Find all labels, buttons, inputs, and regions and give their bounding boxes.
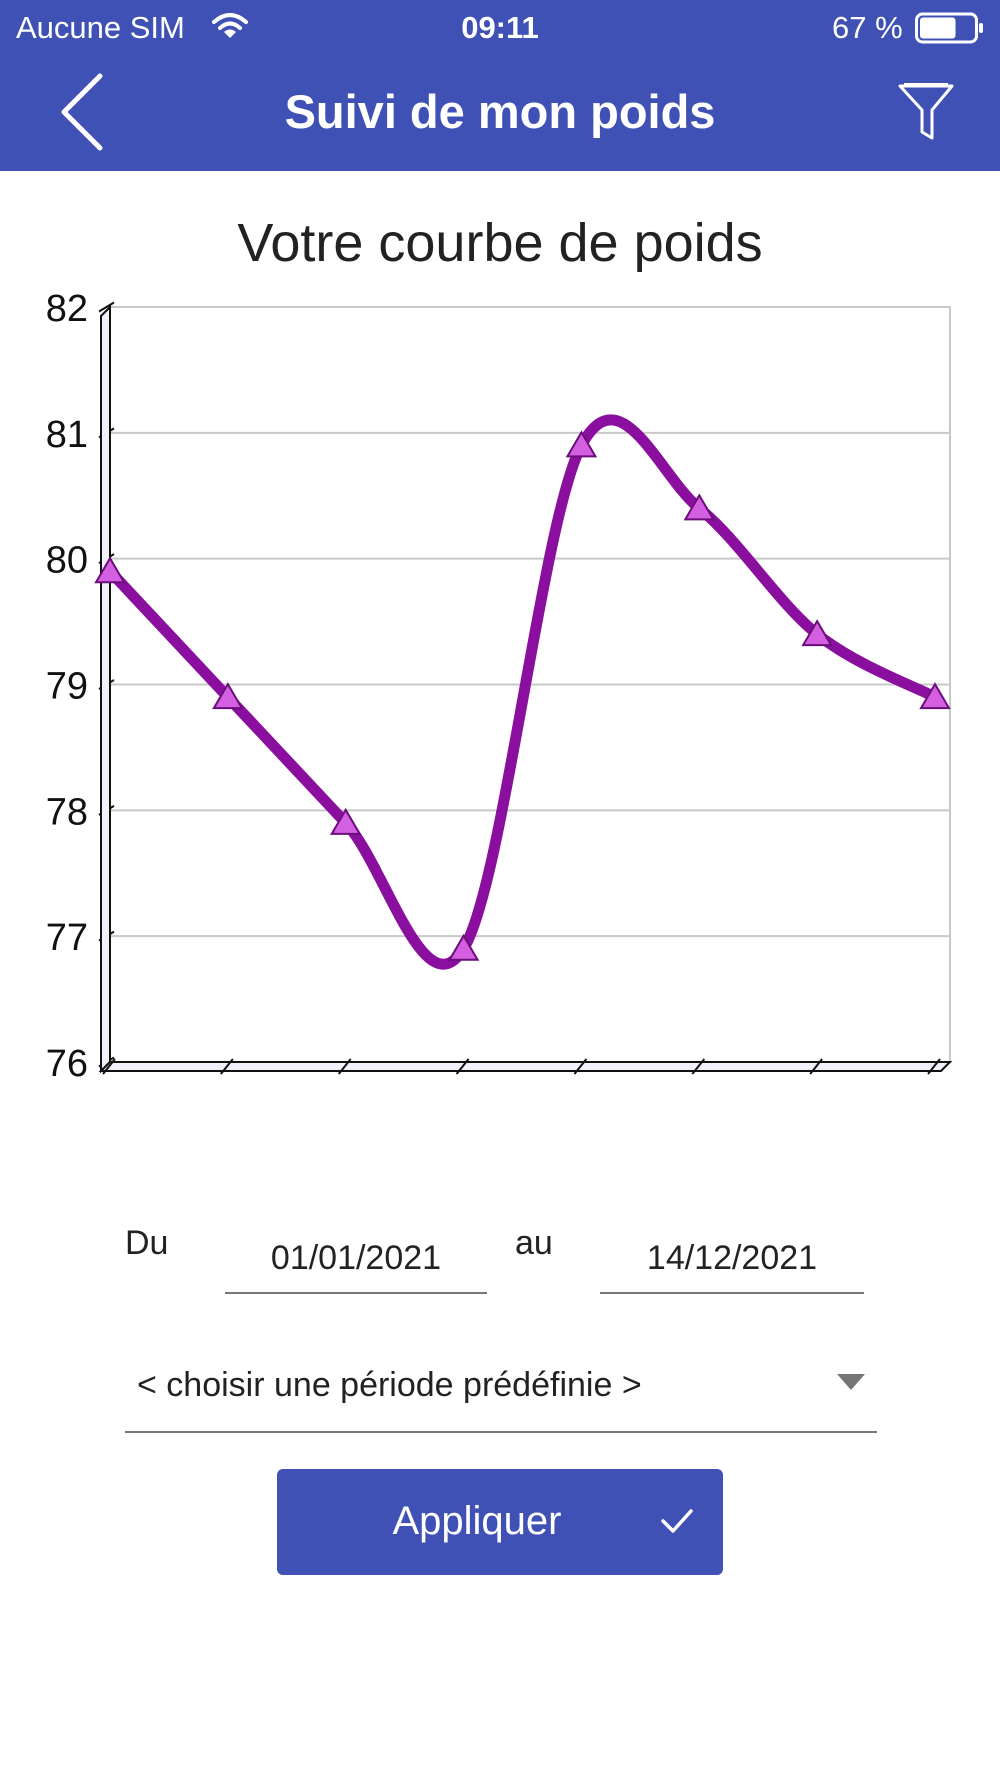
y-axis <box>100 304 111 1074</box>
period-select-label: < choisir une période prédéfinie > <box>137 1366 642 1404</box>
app-header: Aucune SIM 09:11 67 % Suivi de mon poids <box>0 0 1000 171</box>
y-tick-mark <box>98 301 115 313</box>
data-point <box>329 807 362 835</box>
data-point <box>94 556 126 584</box>
y-tick-label: 76 <box>46 1043 88 1085</box>
page-title: Suivi de mon poids <box>284 85 716 138</box>
data-point <box>801 619 833 647</box>
chart-series <box>104 414 941 970</box>
to-date-input[interactable] <box>600 1224 864 1294</box>
chart-markers <box>94 430 951 961</box>
from-label: Du <box>125 1224 169 1262</box>
status-bar: Aucune SIM 09:11 67 % <box>0 0 1000 56</box>
to-label: au <box>515 1224 553 1262</box>
x-tick-mark <box>455 1058 470 1075</box>
data-point <box>683 493 716 521</box>
filter-button[interactable] <box>896 80 956 144</box>
battery-icon <box>915 12 983 44</box>
x-tick-mark <box>220 1058 234 1075</box>
x-tick-mark <box>102 1058 116 1075</box>
x-tick-mark <box>691 1058 706 1075</box>
x-tick-mark <box>573 1058 588 1075</box>
y-tick-label: 81 <box>46 414 88 456</box>
carrier-label: Aucune SIM <box>16 10 185 45</box>
funnel-icon <box>898 84 954 140</box>
y-tick-label: 77 <box>46 917 88 959</box>
status-time: 09:11 <box>461 10 539 45</box>
y-tick-label: 82 <box>46 288 88 330</box>
apply-button[interactable]: Appliquer <box>277 1469 723 1575</box>
data-point <box>565 430 598 458</box>
back-button[interactable] <box>50 70 120 154</box>
series-line <box>104 414 941 970</box>
weight-chart: 76 77 78 79 80 81 82 <box>46 288 953 1085</box>
x-tick-mark <box>809 1058 823 1075</box>
chevron-down-icon <box>837 1374 865 1390</box>
period-select[interactable]: < choisir une période prédéfinie > <box>125 1330 877 1433</box>
chart-ticks: 76 77 78 79 80 81 82 <box>46 288 88 1085</box>
data-point <box>447 933 480 961</box>
x-axis <box>98 1061 953 1072</box>
apply-button-label: Appliquer <box>392 1499 562 1543</box>
x-tick-mark <box>927 1058 941 1075</box>
y-tick-label: 78 <box>46 791 88 833</box>
y-tick-label: 79 <box>46 666 88 708</box>
chart-title: Votre courbe de poids <box>237 213 763 273</box>
chevron-left-icon <box>61 73 103 151</box>
from-date-input[interactable] <box>225 1224 487 1294</box>
y-tick-label: 80 <box>46 540 88 582</box>
data-point <box>212 682 244 710</box>
chart-axes <box>98 301 953 1075</box>
x-tick-mark <box>337 1058 352 1075</box>
data-point <box>919 682 951 710</box>
battery-fill <box>920 17 956 39</box>
check-icon <box>661 1509 693 1533</box>
wifi-icon <box>212 13 248 38</box>
battery-percent: 67 % <box>832 10 903 45</box>
